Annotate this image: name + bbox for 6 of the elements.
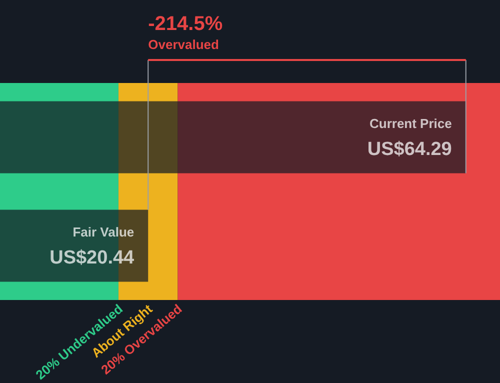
y-tick-label: Fair Value — [72, 224, 134, 240]
y-tick-label: Current Price — [369, 116, 452, 131]
text: Overvalued — [148, 37, 219, 52]
data-label: US$20.44 — [50, 247, 135, 268]
data-label: US$64.29 — [367, 138, 452, 160]
text: -214.5% — [148, 13, 223, 35]
